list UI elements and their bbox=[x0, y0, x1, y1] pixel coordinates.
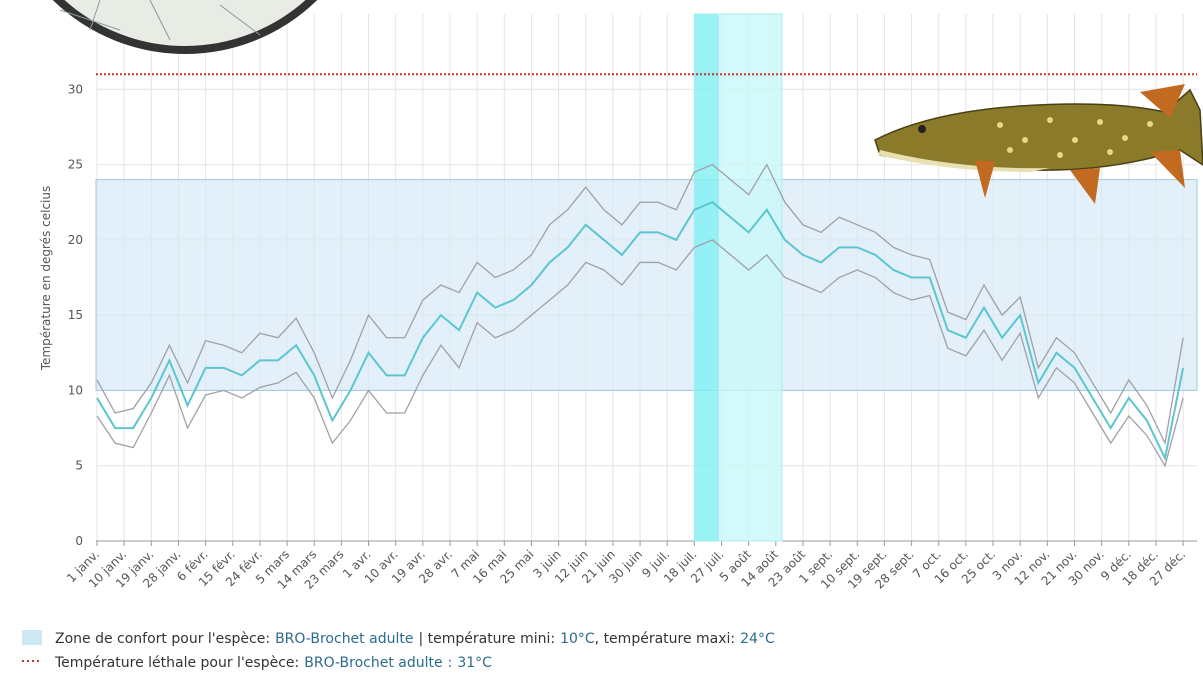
y-tick-label: 25 bbox=[68, 158, 83, 172]
series-line bbox=[96, 239, 1184, 468]
y-tick-label: 30 bbox=[68, 82, 83, 96]
highlight-period bbox=[693, 13, 720, 542]
highlight-period bbox=[718, 13, 783, 542]
map-inset bbox=[52, 0, 318, 54]
plot-area: 1 janv.10 janv.19 janv.28 janv.6 févr.15… bbox=[64, 13, 1198, 592]
y-tick-label: 10 bbox=[68, 383, 83, 397]
y-axis-label: Température en degrés celcius bbox=[39, 186, 53, 371]
y-tick-label: 20 bbox=[68, 233, 83, 247]
series-line bbox=[96, 163, 1184, 446]
fish-illustration bbox=[874, 84, 1203, 204]
comfort-zone bbox=[95, 179, 1198, 391]
legend-swatch bbox=[22, 630, 42, 645]
y-tick-label: 5 bbox=[75, 459, 83, 473]
y-tick-label: 15 bbox=[68, 308, 83, 322]
legend: Zone de confort pour l'espèce: BRO-Broche… bbox=[22, 630, 775, 671]
legend-text: Zone de confort pour l'espèce: BRO-Broche… bbox=[55, 631, 775, 647]
legend-text: Température léthale pour l'espèce: BRO-Br… bbox=[54, 655, 492, 671]
series-line bbox=[96, 201, 1185, 462]
y-tick-label: 0 bbox=[75, 534, 83, 548]
